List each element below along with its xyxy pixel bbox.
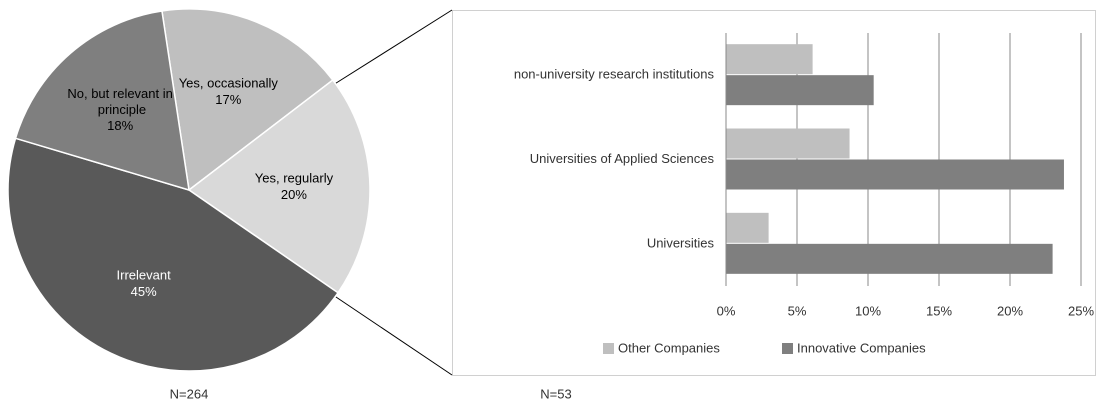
pie-value-label: 45% [131, 284, 157, 299]
bar [726, 128, 850, 159]
pie-slice [187, 79, 371, 294]
x-tick-label: 10% [855, 303, 881, 318]
pie-slice [14, 10, 190, 192]
x-tick-label: 15% [926, 303, 952, 318]
pie-value-label: 20% [281, 187, 307, 202]
x-tick-label: 25% [1068, 303, 1094, 318]
y-tick-label: Universities [647, 235, 715, 250]
x-tick-label: 20% [997, 303, 1023, 318]
bar [726, 212, 769, 243]
pie-slice [7, 137, 340, 372]
y-tick-label: non-university research institutions [514, 67, 715, 82]
pie-label: Yes, occasionally [179, 76, 279, 91]
pie-label: No, but relevant in principle [67, 86, 173, 117]
x-tick-label: 5% [788, 303, 807, 318]
legend-swatch [603, 343, 614, 354]
bar-chart-frame [452, 10, 1096, 376]
bar [726, 44, 813, 75]
connector-line [332, 294, 453, 376]
bar [726, 75, 874, 106]
x-tick-label: 0% [717, 303, 736, 318]
pie-note: N=264 [170, 386, 209, 401]
pie-label: Irrelevant [117, 268, 172, 283]
legend-label: Other Companies [618, 340, 720, 355]
legend-swatch [782, 343, 793, 354]
pie-value-label: 17% [215, 92, 241, 107]
bar-note: N=53 [540, 386, 571, 401]
pie-slice [161, 8, 334, 192]
legend-label: Innovative Companies [797, 340, 926, 355]
pie-value-label: 18% [107, 118, 133, 133]
bar [726, 159, 1064, 190]
pie-label: Yes, regularly [255, 171, 334, 186]
y-tick-label: Universities of Applied Sciences [530, 151, 715, 166]
connector-line [332, 9, 453, 86]
bar [726, 243, 1053, 274]
